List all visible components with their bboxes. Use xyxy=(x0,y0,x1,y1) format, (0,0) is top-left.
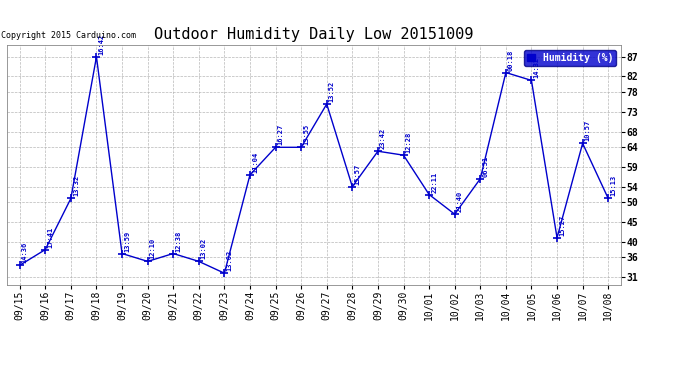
Title: Outdoor Humidity Daily Low 20151009: Outdoor Humidity Daily Low 20151009 xyxy=(155,27,473,42)
Text: 12:10: 12:10 xyxy=(150,238,156,260)
Text: 17:41: 17:41 xyxy=(48,226,53,248)
Legend: Humidity (%): Humidity (%) xyxy=(524,50,616,66)
Text: 13:52: 13:52 xyxy=(329,81,335,102)
Text: 13:32: 13:32 xyxy=(73,175,79,196)
Text: Copyright 2015 Carduino.com: Copyright 2015 Carduino.com xyxy=(1,31,136,40)
Text: 16:42: 16:42 xyxy=(99,34,104,55)
Text: 13:55: 13:55 xyxy=(303,124,309,146)
Text: 06:51: 06:51 xyxy=(482,156,489,177)
Text: 14:36: 14:36 xyxy=(22,242,28,263)
Text: 15:13: 15:13 xyxy=(610,175,616,196)
Text: 16:27: 16:27 xyxy=(277,124,284,146)
Text: 00:18: 00:18 xyxy=(508,50,514,70)
Text: 13:59: 13:59 xyxy=(124,230,130,252)
Text: 15:27: 15:27 xyxy=(559,214,565,236)
Text: 15:57: 15:57 xyxy=(355,164,360,184)
Text: 12:38: 12:38 xyxy=(175,230,181,252)
Text: 10:57: 10:57 xyxy=(584,120,591,141)
Text: 14:32: 14:32 xyxy=(533,57,540,78)
Text: 23:42: 23:42 xyxy=(380,128,386,149)
Text: 12:28: 12:28 xyxy=(406,132,411,153)
Text: 13:02: 13:02 xyxy=(226,250,233,271)
Text: 22:11: 22:11 xyxy=(431,171,437,192)
Text: 13:02: 13:02 xyxy=(201,238,207,260)
Text: 11:04: 11:04 xyxy=(252,152,258,173)
Text: 21:40: 21:40 xyxy=(457,191,463,212)
